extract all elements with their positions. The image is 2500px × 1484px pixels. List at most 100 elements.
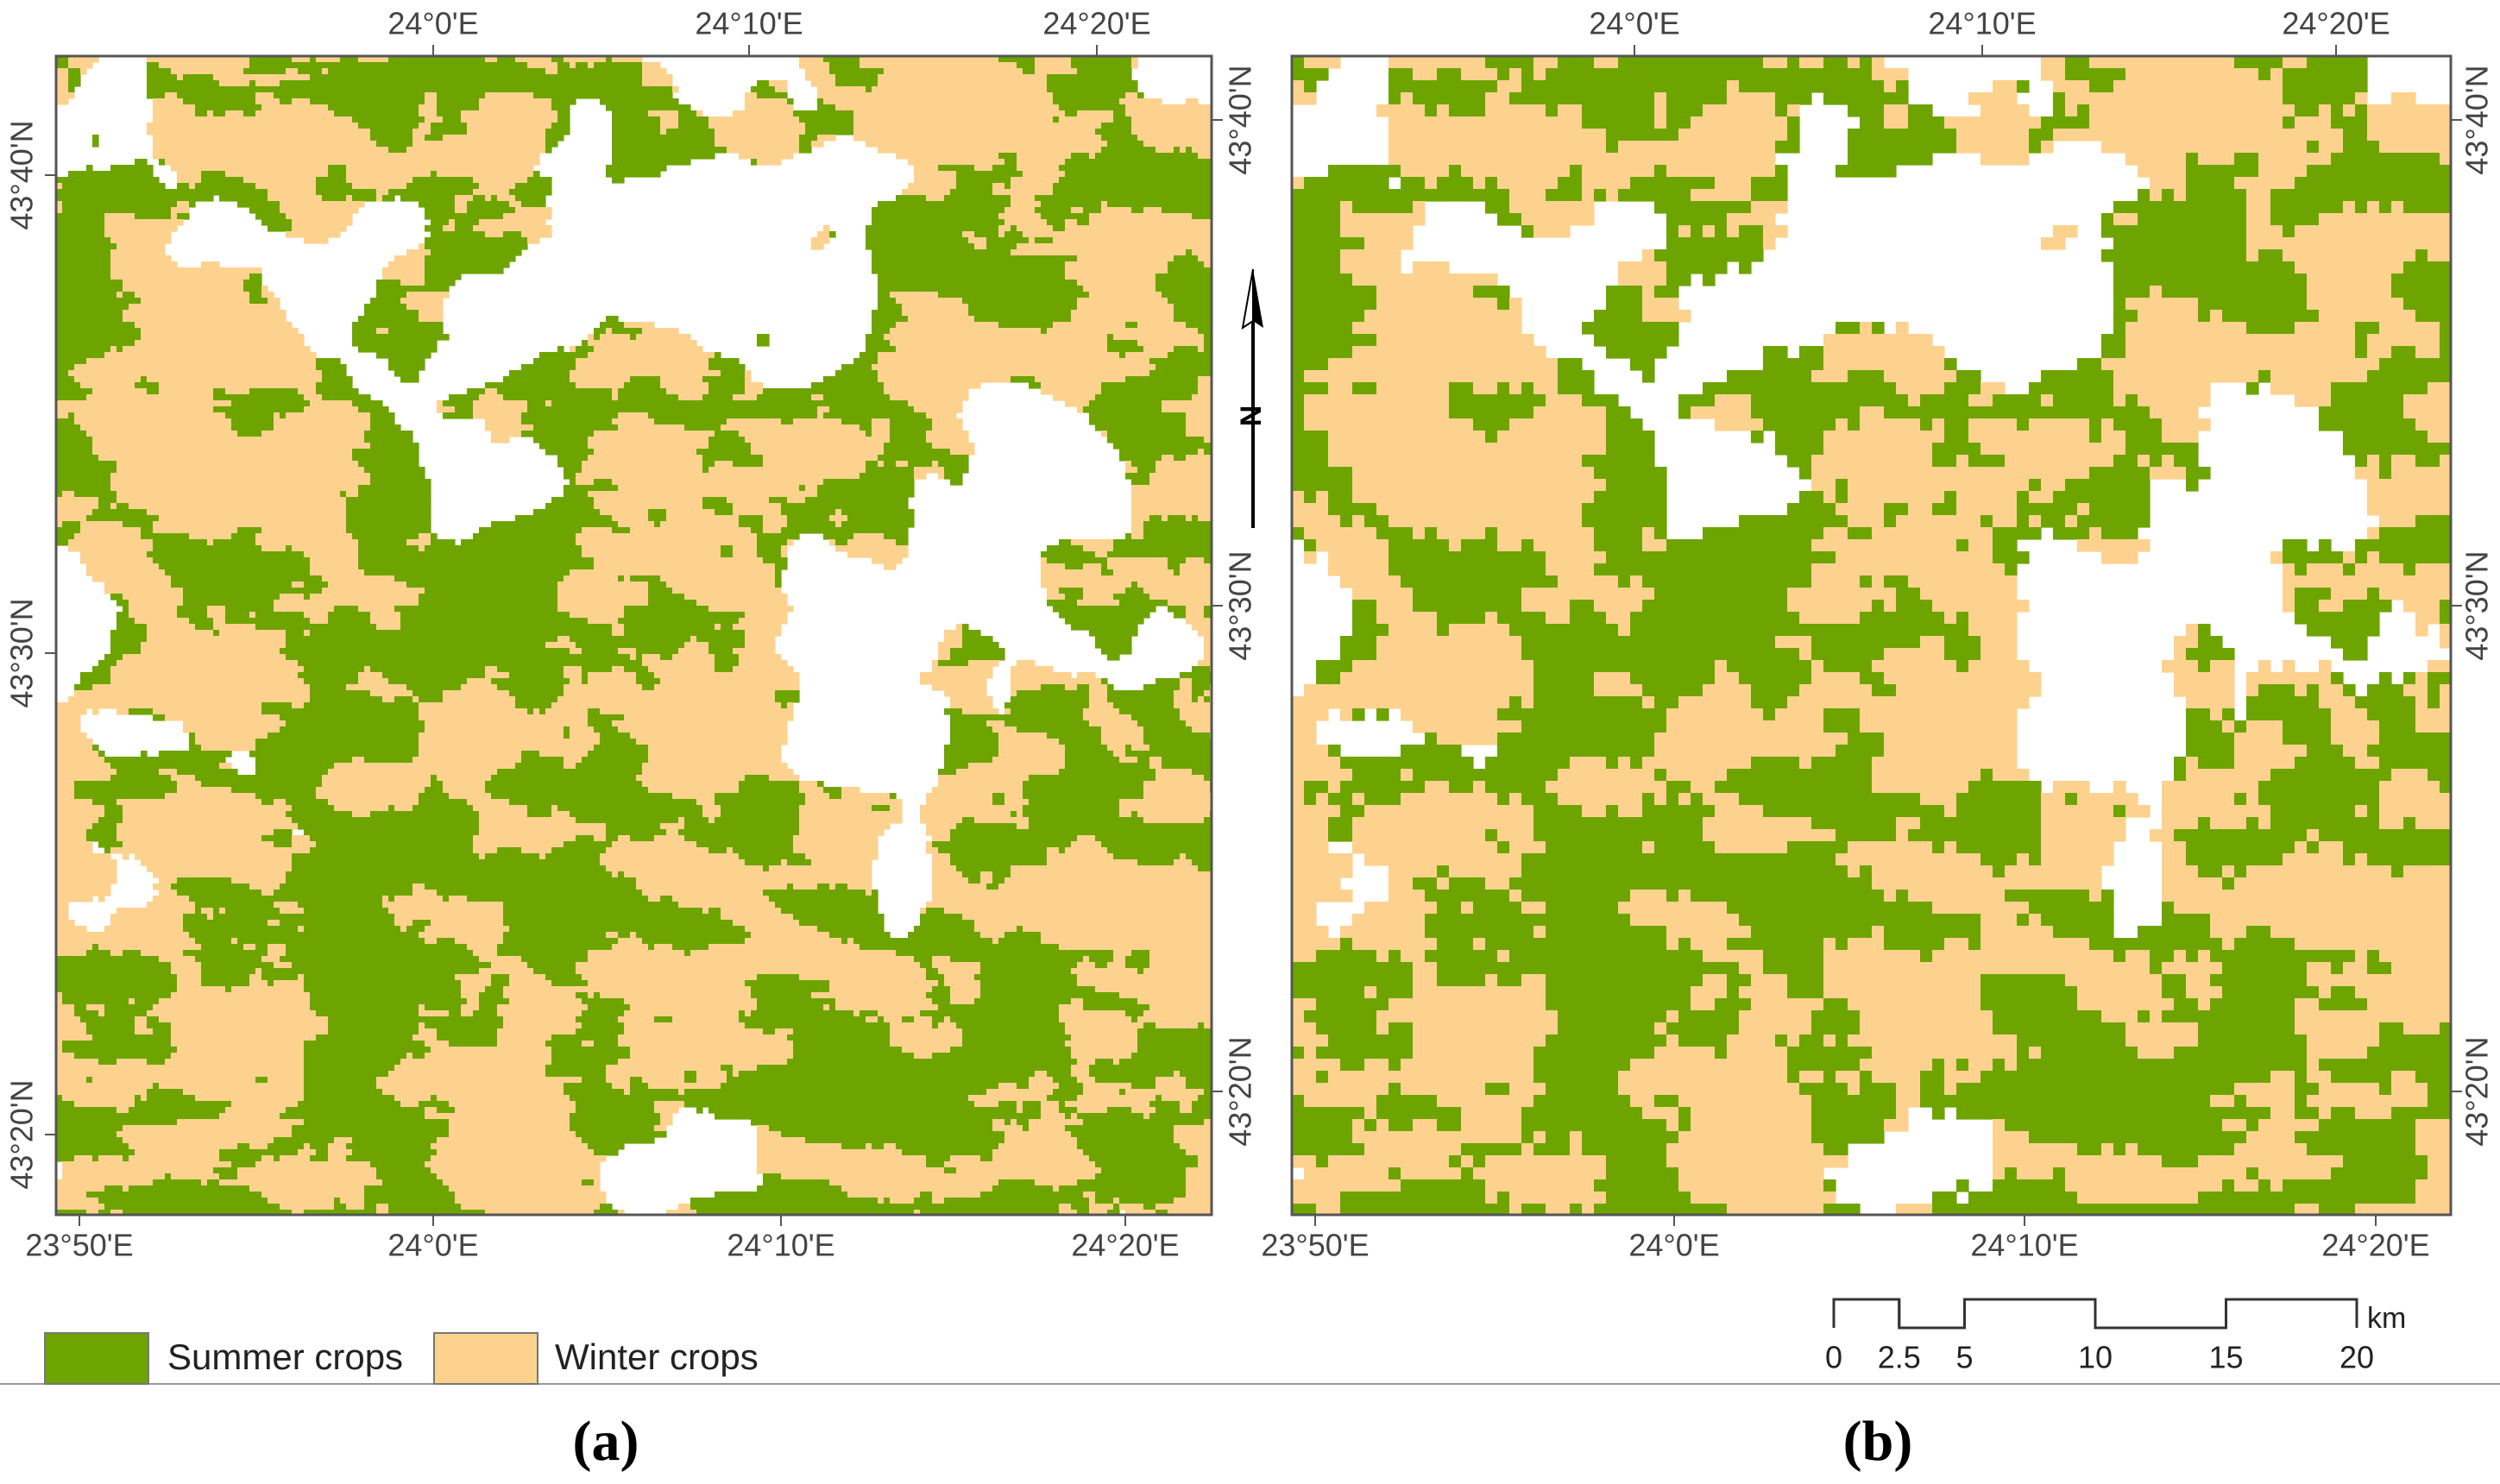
crop-cell [938,1022,957,1029]
crop-cell [576,346,595,353]
crop-cell [177,787,232,794]
crop-cell [400,195,456,202]
crop-cell [316,358,341,365]
crop-cell [1168,600,1212,607]
crop-cell [2077,986,2163,999]
crop-cell [388,147,407,154]
crop-cell [455,219,480,226]
crop-cell [823,412,927,419]
crop-cell [1558,56,1595,69]
crop-cell [467,201,510,208]
crop-cell [1872,865,1993,878]
crop-cell [1787,1034,1800,1047]
crop-cell [425,726,564,733]
crop-cell [201,177,244,184]
crop-cell [1533,1059,1631,1072]
crop-cell [419,110,438,117]
crop-cell [1186,853,1212,860]
crop-cell [654,684,800,691]
crop-cell [648,787,740,794]
crop-cell [1606,129,1679,141]
crop-cell [2029,1047,2042,1060]
crop-cell [751,86,776,93]
crop-cell [1328,503,1377,516]
crop-cell [431,1143,589,1150]
crop-cell [310,630,613,637]
crop-cell [1836,551,1993,564]
crop-cell [56,298,142,305]
crop-cell [56,1077,87,1084]
crop-cell [745,926,818,933]
crop-cell [1023,781,1144,788]
crop-cell [962,1034,1072,1041]
crop-cell [2113,1143,2126,1156]
crop-cell [829,980,939,987]
crop-cell [225,986,232,993]
crop-cell [1521,1107,1643,1120]
crop-cell [1968,612,2018,625]
crop-cell [1425,733,1438,745]
crop-cell [527,177,552,184]
crop-cell [1065,684,1078,691]
crop-cell [1497,974,1522,987]
crop-cell [2283,588,2295,601]
crop-cell [1059,165,1212,172]
crop-cell [2125,1143,2138,1156]
crop-cell [1823,998,1848,1011]
crop-cell [1011,177,1060,184]
crop-cell [1956,1179,1969,1192]
crop-cell [612,418,655,425]
crop-cell [570,346,576,353]
crop-cell [630,334,637,341]
crop-cell [1533,1143,1571,1156]
crop-cell [2162,189,2175,202]
crop-cell [551,847,607,854]
crop-cell [2150,455,2163,468]
crop-cell [932,841,1072,848]
crop-cell [1304,491,1317,504]
crop-cell [2415,563,2451,576]
crop-cell [56,902,69,909]
crop-cell [2198,817,2211,830]
crop-cell [274,1137,335,1144]
crop-cell [298,823,480,830]
crop-cell [902,310,969,317]
crop-cell [866,890,872,896]
crop-cell [944,630,963,637]
crop-cell [346,1204,365,1210]
crop-cell [98,841,123,848]
panel-label: (a) [573,1410,639,1473]
crop-cell [1666,165,1776,178]
crop-cell [721,1083,999,1090]
crop-cell [606,865,764,872]
crop-cell [1198,1161,1212,1168]
crop-cell [926,195,945,202]
crop-cell [1137,135,1212,141]
crop-cell [56,817,99,824]
crop-cell [1944,491,1957,504]
crop-cell [304,1059,401,1066]
crop-cell [594,334,601,341]
crop-cell [853,110,1066,117]
crop-cell [1352,274,1498,286]
crop-cell [1035,1071,1048,1078]
crop-cell [594,479,613,486]
crop-cell [74,1053,172,1060]
crop-cell [1908,104,1933,117]
crop-cell [286,871,613,878]
crop-cell [286,811,353,818]
crop-cell [2415,346,2440,359]
crop-cell [376,189,389,196]
crop-cell [1389,1119,1414,1132]
crop-cell [2403,394,2451,407]
crop-cell [56,286,123,292]
crop-cell [896,539,909,546]
crop-cell [866,231,963,238]
crop-cell [56,1004,75,1011]
crop-cell [1149,950,1212,957]
crop-cell [1582,394,1619,407]
crop-cell [2162,902,2175,915]
crop-cell [2017,1059,2308,1072]
crop-cell [485,92,534,99]
crop-cell [1077,255,1174,262]
